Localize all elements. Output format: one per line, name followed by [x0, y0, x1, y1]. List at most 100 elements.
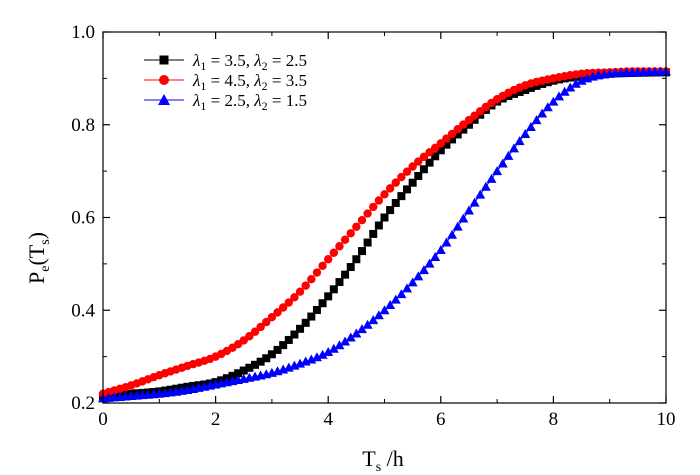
data-point-square: [369, 229, 378, 238]
data-point-square: [459, 125, 468, 134]
data-point-triangle: [317, 349, 328, 359]
data-point-circle: [442, 134, 451, 143]
series-triangle: [98, 66, 671, 403]
data-point-square: [357, 247, 366, 256]
data-point-circle: [464, 115, 474, 125]
series-square: [99, 68, 670, 401]
data-point-triangle: [385, 300, 396, 310]
data-point-triangle: [441, 237, 452, 247]
data-point-circle: [419, 152, 429, 162]
data-point-circle: [346, 229, 355, 238]
data-point-square: [228, 371, 237, 380]
data-point-triangle: [356, 324, 367, 334]
data-point-square: [431, 152, 440, 161]
data-point-square: [391, 198, 400, 207]
data-point-square: [408, 178, 417, 187]
data-point-triangle: [480, 181, 491, 191]
x-axis-title: Ts /h: [362, 446, 404, 475]
data-point-triangle: [559, 86, 570, 96]
triangle-marker-icon: [158, 94, 170, 105]
data-point-square: [352, 255, 361, 264]
series-line: [102, 70, 666, 395]
data-point-triangle: [492, 166, 503, 176]
data-point-triangle: [418, 265, 429, 275]
data-point-circle: [318, 261, 327, 271]
data-point-triangle: [548, 96, 559, 106]
data-point-square: [425, 158, 434, 167]
data-point-circle: [262, 317, 271, 327]
data-point-circle: [470, 111, 479, 120]
data-point-square: [448, 135, 457, 144]
data-point-square: [442, 140, 451, 149]
data-point-square: [453, 130, 462, 139]
square-marker-icon: [159, 55, 169, 65]
data-point-circle: [380, 190, 389, 199]
data-point-square: [374, 221, 383, 230]
series-layer: [98, 66, 671, 403]
data-point-circle: [352, 222, 361, 231]
data-point-square: [363, 238, 372, 247]
data-point-triangle: [469, 197, 480, 207]
data-point-square: [256, 357, 265, 366]
y-tick-label: 0.4: [71, 300, 95, 321]
y-axis-title: Pe(Ts): [24, 232, 53, 284]
data-point-triangle: [345, 332, 356, 342]
data-point-square: [380, 213, 389, 222]
data-point-circle: [459, 120, 468, 129]
data-point-square: [273, 345, 282, 354]
data-point-circle: [397, 172, 406, 182]
data-point-triangle: [351, 328, 362, 338]
data-point-circle: [295, 287, 305, 296]
data-point-square: [397, 192, 406, 201]
data-point-square: [335, 278, 344, 287]
data-point-circle: [369, 202, 378, 212]
data-point-triangle: [413, 271, 424, 281]
data-point-circle: [278, 303, 288, 312]
data-point-triangle: [368, 315, 379, 325]
data-point-circle: [408, 162, 417, 171]
data-point-square: [239, 366, 248, 375]
data-point-triangle: [531, 115, 542, 125]
data-point-triangle: [542, 102, 553, 112]
data-point-circle: [385, 184, 395, 193]
legend-item-blue: λ1 = 2.5, λ2 = 1.5: [144, 91, 307, 113]
legend-label-black: λ1 = 3.5, λ2 = 2.5: [192, 51, 307, 73]
data-point-triangle: [407, 277, 418, 287]
y-tick-label: 0.6: [71, 208, 95, 229]
data-point-square: [521, 85, 530, 94]
data-point-circle: [301, 281, 310, 290]
data-point-triangle: [503, 150, 514, 160]
data-point-square: [414, 171, 423, 180]
data-point-square: [403, 185, 412, 194]
data-point-circle: [290, 293, 299, 302]
x-tick-label: 10: [657, 409, 676, 430]
data-point-square: [301, 318, 310, 327]
data-point-circle: [391, 178, 400, 187]
x-tick-label: 8: [549, 409, 559, 430]
data-point-triangle: [424, 258, 435, 268]
data-point-circle: [273, 308, 282, 317]
data-point-circle: [312, 268, 322, 277]
data-point-triangle: [520, 129, 531, 139]
data-point-square: [329, 285, 338, 294]
data-point-circle: [402, 167, 412, 176]
data-point-square: [324, 292, 333, 301]
data-point-circle: [256, 322, 265, 332]
data-point-circle: [307, 275, 316, 284]
data-point-triangle: [323, 346, 334, 356]
data-point-square: [251, 360, 260, 369]
data-point-triangle: [565, 82, 576, 92]
data-point-triangle: [486, 173, 497, 183]
data-point-square: [419, 165, 428, 174]
data-point-square: [464, 120, 473, 129]
legend-item-red: λ1 = 4.5, λ2 = 3.5: [144, 71, 307, 93]
data-point-square: [267, 350, 276, 359]
data-point-circle: [447, 129, 457, 139]
data-point-triangle: [570, 78, 581, 88]
data-point-circle: [430, 143, 440, 153]
data-point-triangle: [402, 283, 413, 293]
data-point-triangle: [508, 143, 519, 153]
data-point-triangle: [576, 75, 587, 85]
data-point-square: [318, 299, 327, 308]
data-point-square: [279, 341, 288, 350]
